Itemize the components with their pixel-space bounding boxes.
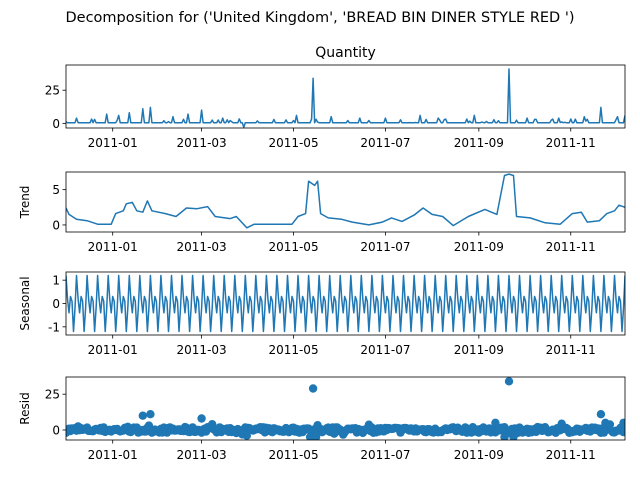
plot-area (66, 274, 625, 333)
x-tick-label: 2011-07 (360, 343, 410, 357)
x-tick-label: 2011-03 (177, 448, 227, 462)
x-tick-label: 2011-09 (454, 240, 504, 254)
subplot-2: Trend 0 5 2011-01 2011-03 2011-05 2011-07 2011-… (18, 171, 626, 254)
y-tick-label: 0 (52, 117, 60, 131)
subplot-3: Seasonal -1 0 1 2011-01 2011-03 2011-05 2011-07… (18, 271, 626, 357)
x-tick-label: 2011-03 (177, 343, 227, 357)
x-tick-label: 2011-01 (88, 240, 138, 254)
plot-area (66, 377, 625, 440)
x-tick-label: 2011-05 (268, 343, 318, 357)
plot-area (66, 68, 625, 128)
axes-frame (65, 171, 626, 233)
x-tick-label: 2011-07 (360, 240, 410, 254)
plot-area (66, 173, 625, 229)
y-tick-label: 25 (45, 388, 60, 402)
resid-outlier-point (509, 432, 518, 440)
y-axis-label: Resid (18, 392, 32, 424)
x-tick-label: 2011-07 (360, 136, 410, 150)
x-tick-label: 2011-11 (546, 343, 596, 357)
x-tick-label: 2011-11 (546, 136, 596, 150)
x-tick-label: 2011-03 (177, 136, 227, 150)
resid-outlier-point (596, 410, 606, 419)
resid-outlier-point (308, 384, 318, 393)
subplot-4: Resid 0 25 2011-01 2011-03 2011-05 2011-07 2011… (18, 376, 626, 462)
y-tick-label: 5 (52, 183, 60, 197)
x-tick-label: 2011-09 (454, 136, 504, 150)
y-tick-label: 25 (45, 84, 60, 98)
x-tick-label: 2011-05 (268, 136, 318, 150)
x-tick-label: 2011-01 (88, 343, 138, 357)
subplots: Quantity 0 25 2011-01 2011-03 2011-05 2011-07 2… (18, 45, 626, 462)
resid-outlier-point (242, 431, 251, 440)
y-axis-label: Seasonal (18, 276, 32, 330)
resid-outlier-point (504, 377, 514, 386)
figure-suptitle: Decomposition for ('United Kingdom', 'BR… (66, 10, 575, 26)
resid-outlier-point (491, 418, 500, 427)
x-tick-label: 2011-09 (454, 448, 504, 462)
resid-outlier-point (197, 414, 206, 423)
x-tick-label: 2011-07 (360, 448, 410, 462)
x-tick-label: 2011-11 (546, 240, 596, 254)
resid-point (620, 427, 625, 436)
y-tick-label: 0 (52, 297, 60, 311)
resid-outlier-point (146, 410, 155, 419)
x-tick-label: 2011-05 (268, 448, 318, 462)
y-tick-label: 0 (52, 218, 60, 232)
subplot-1: Quantity 0 25 2011-01 2011-03 2011-05 2011-07 2… (45, 45, 626, 150)
subplot-title: Quantity (315, 45, 376, 61)
x-tick-label: 2011-05 (268, 240, 318, 254)
quantity-series-line (66, 68, 625, 128)
axes-frame (65, 376, 626, 441)
x-tick-label: 2011-09 (454, 343, 504, 357)
x-tick-label: 2011-03 (177, 240, 227, 254)
y-tick-label: 1 (52, 274, 60, 288)
axes-frame (65, 64, 626, 129)
resid-outlier-point (619, 418, 625, 427)
resid-outlier-point (311, 432, 321, 440)
seasonal-series-line (66, 274, 625, 333)
x-tick-label: 2011-01 (88, 136, 138, 150)
resid-point (605, 420, 615, 429)
resid-outlier-point (500, 432, 509, 440)
y-axis-label: Trend (18, 186, 32, 220)
x-tick-label: 2011-11 (546, 448, 596, 462)
y-tick-label: 0 (52, 423, 60, 437)
x-tick-label: 2011-01 (88, 448, 138, 462)
residual-markers (66, 377, 625, 440)
trend-series-line (66, 173, 625, 229)
resid-outlier-point (138, 411, 147, 420)
y-tick-label: -1 (48, 320, 60, 334)
